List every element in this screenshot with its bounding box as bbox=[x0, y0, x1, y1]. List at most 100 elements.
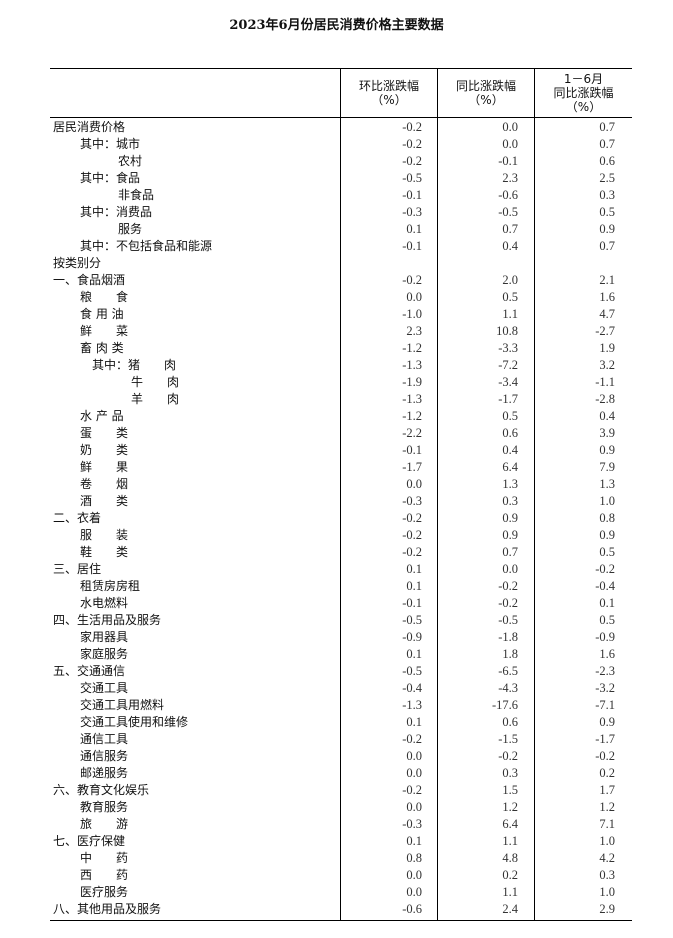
row-label: 鞋 类 bbox=[80, 545, 129, 559]
value-yoy: -0.5 bbox=[498, 613, 518, 627]
row-label: 水电燃料 bbox=[80, 596, 129, 610]
value-yoy: 0.6 bbox=[502, 426, 518, 440]
value-ytd: 0.1 bbox=[599, 596, 615, 610]
value-ytd: 0.9 bbox=[599, 443, 615, 457]
value-yoy: -6.5 bbox=[498, 664, 518, 678]
table-row: 交通工具使用和维修 0.1 0.6 0.9 bbox=[50, 714, 632, 731]
table-row: 邮递服务 0.0 0.3 0.2 bbox=[50, 765, 632, 782]
row-label: 西 药 bbox=[80, 868, 129, 882]
value-mom: 0.1 bbox=[406, 715, 422, 729]
header-line: 同比涨跌幅 bbox=[553, 86, 614, 100]
value-ytd: 0.3 bbox=[599, 868, 615, 882]
column-divider bbox=[437, 69, 438, 920]
row-label: 畜 肉 类 bbox=[80, 341, 124, 355]
value-ytd: -3.2 bbox=[595, 681, 615, 695]
row-label: 家用器具 bbox=[80, 630, 129, 644]
table-row: 鲜 果 -1.7 6.4 7.9 bbox=[50, 459, 632, 476]
table-row: 其中：城市 -0.2 0.0 0.7 bbox=[50, 136, 632, 153]
value-ytd: 2.1 bbox=[599, 273, 615, 287]
row-label: 卷 烟 bbox=[80, 477, 129, 491]
table-row: 羊 肉 -1.3 -1.7 -2.8 bbox=[50, 391, 632, 408]
value-mom: -0.1 bbox=[402, 443, 422, 457]
value-ytd: 7.9 bbox=[599, 460, 615, 474]
row-label: 八、其他用品及服务 bbox=[53, 902, 162, 916]
value-mom: 0.1 bbox=[406, 834, 422, 848]
value-yoy: 10.8 bbox=[496, 324, 518, 338]
header-mom: 环比涨跌幅 （%） bbox=[341, 69, 437, 117]
value-mom: 0.0 bbox=[406, 290, 422, 304]
value-mom: -0.2 bbox=[402, 511, 422, 525]
value-ytd: -2.7 bbox=[595, 324, 615, 338]
value-mom: -0.3 bbox=[402, 205, 422, 219]
value-mom: 2.3 bbox=[406, 324, 422, 338]
value-ytd: 2.5 bbox=[599, 171, 615, 185]
row-label: 交通工具使用和维修 bbox=[80, 715, 189, 729]
value-mom: -0.2 bbox=[402, 273, 422, 287]
value-ytd: 1.0 bbox=[599, 494, 615, 508]
table-row: 卷 烟 0.0 1.3 1.3 bbox=[50, 476, 632, 493]
value-ytd: 1.0 bbox=[599, 834, 615, 848]
table-row: 非食品 -0.1 -0.6 0.3 bbox=[50, 187, 632, 204]
row-label: 鲜 菜 bbox=[80, 324, 129, 338]
value-ytd: 3.9 bbox=[599, 426, 615, 440]
value-ytd: 0.9 bbox=[599, 222, 615, 236]
row-label: 六、教育文化娱乐 bbox=[53, 783, 150, 797]
value-mom: -2.2 bbox=[402, 426, 422, 440]
value-yoy: -0.6 bbox=[498, 188, 518, 202]
row-label: 家庭服务 bbox=[80, 647, 129, 661]
table-row: 鞋 类 -0.2 0.7 0.5 bbox=[50, 544, 632, 561]
row-label: 交通工具 bbox=[80, 681, 129, 695]
value-ytd: 0.5 bbox=[599, 545, 615, 559]
table-row: 教育服务 0.0 1.2 1.2 bbox=[50, 799, 632, 816]
value-ytd: 1.6 bbox=[599, 290, 615, 304]
value-yoy: -0.2 bbox=[498, 579, 518, 593]
row-label: 四、生活用品及服务 bbox=[53, 613, 162, 627]
value-mom: -0.3 bbox=[402, 817, 422, 831]
value-ytd: -0.4 bbox=[595, 579, 615, 593]
value-ytd: 0.8 bbox=[599, 511, 615, 525]
value-ytd: 0.5 bbox=[599, 613, 615, 627]
value-mom: 0.8 bbox=[406, 851, 422, 865]
value-mom: 0.0 bbox=[406, 766, 422, 780]
table-row: 水电燃料 -0.1 -0.2 0.1 bbox=[50, 595, 632, 612]
value-mom: -0.2 bbox=[402, 528, 422, 542]
row-label: 医疗服务 bbox=[80, 885, 129, 899]
row-label: 奶 类 bbox=[80, 443, 129, 457]
value-mom: -0.3 bbox=[402, 494, 422, 508]
table-row: 其中：食品 -0.5 2.3 2.5 bbox=[50, 170, 632, 187]
table-row: 服务 0.1 0.7 0.9 bbox=[50, 221, 632, 238]
table-row: 四、生活用品及服务 -0.5 -0.5 0.5 bbox=[50, 612, 632, 629]
table-row: 中 药 0.8 4.8 4.2 bbox=[50, 850, 632, 867]
row-label: 旅 游 bbox=[80, 817, 129, 831]
row-label: 鲜 果 bbox=[80, 460, 129, 474]
table-row: 家庭服务 0.1 1.8 1.6 bbox=[50, 646, 632, 663]
value-yoy: 2.4 bbox=[502, 902, 518, 916]
row-label: 租赁房房租 bbox=[80, 579, 141, 593]
row-label: 一、食品烟酒 bbox=[53, 273, 126, 287]
value-ytd: 0.9 bbox=[599, 715, 615, 729]
value-ytd: 0.7 bbox=[599, 239, 615, 253]
value-yoy: -1.7 bbox=[498, 392, 518, 406]
value-yoy: 1.3 bbox=[502, 477, 518, 491]
table-row: 其中：消费品 -0.3 -0.5 0.5 bbox=[50, 204, 632, 221]
value-mom: -0.5 bbox=[402, 613, 422, 627]
value-yoy: 6.4 bbox=[502, 460, 518, 474]
value-mom: 0.0 bbox=[406, 477, 422, 491]
row-label: 其中：城市 bbox=[80, 137, 141, 151]
row-label: 教育服务 bbox=[80, 800, 129, 814]
table-row: 按类别分 bbox=[50, 255, 632, 272]
value-mom: -1.7 bbox=[402, 460, 422, 474]
value-mom: -0.2 bbox=[402, 545, 422, 559]
value-yoy: 0.6 bbox=[502, 715, 518, 729]
table-row: 畜 肉 类 -1.2 -3.3 1.9 bbox=[50, 340, 632, 357]
value-yoy: 2.0 bbox=[502, 273, 518, 287]
row-label: 服 装 bbox=[80, 528, 129, 542]
value-ytd: 1.6 bbox=[599, 647, 615, 661]
value-mom: -1.9 bbox=[402, 375, 422, 389]
header-yoy: 同比涨跌幅 （%） bbox=[438, 69, 534, 117]
row-label: 中 药 bbox=[80, 851, 129, 865]
value-mom: -0.9 bbox=[402, 630, 422, 644]
value-yoy: 1.8 bbox=[502, 647, 518, 661]
row-label: 三、居住 bbox=[53, 562, 102, 576]
value-yoy: 1.1 bbox=[502, 834, 518, 848]
